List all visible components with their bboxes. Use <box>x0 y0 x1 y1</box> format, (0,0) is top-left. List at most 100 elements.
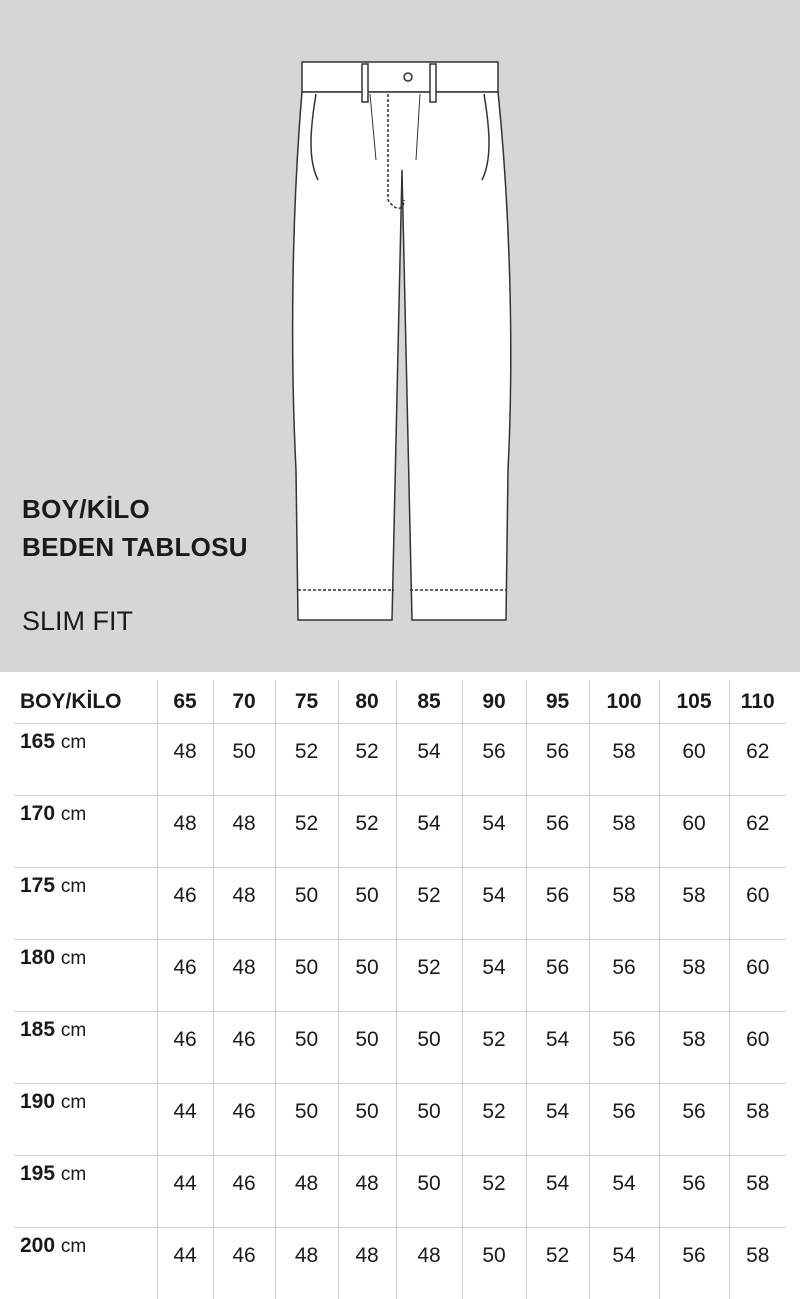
size-cell: 50 <box>275 940 338 1012</box>
size-cell: 60 <box>729 940 786 1012</box>
size-cell: 56 <box>659 1084 729 1156</box>
size-cell: 56 <box>526 796 589 868</box>
size-cell: 60 <box>729 868 786 940</box>
height-value: 185 <box>20 1018 55 1041</box>
size-cell: 48 <box>396 1228 462 1299</box>
size-cell: 54 <box>462 940 526 1012</box>
size-cell: 50 <box>396 1156 462 1228</box>
size-cell: 46 <box>157 868 213 940</box>
height-unit: cm <box>61 1236 86 1257</box>
corner-header: BOY/KİLO <box>14 680 157 724</box>
size-cell: 58 <box>589 724 659 796</box>
size-cell: 52 <box>338 724 396 796</box>
size-cell: 60 <box>729 1012 786 1084</box>
size-cell: 50 <box>338 1084 396 1156</box>
size-cell: 44 <box>157 1084 213 1156</box>
size-cell: 50 <box>396 1084 462 1156</box>
size-cell: 62 <box>729 796 786 868</box>
height-value: 195 <box>20 1162 55 1185</box>
size-cell: 52 <box>462 1156 526 1228</box>
size-cell: 56 <box>526 724 589 796</box>
size-cell: 46 <box>213 1156 275 1228</box>
size-cell: 58 <box>729 1228 786 1299</box>
size-cell: 48 <box>213 940 275 1012</box>
size-cell: 48 <box>275 1156 338 1228</box>
size-cell: 52 <box>462 1012 526 1084</box>
size-cell: 58 <box>589 796 659 868</box>
size-cell: 58 <box>659 940 729 1012</box>
weight-header: 100 <box>589 680 659 724</box>
size-cell: 48 <box>338 1228 396 1299</box>
size-cell: 56 <box>526 940 589 1012</box>
fit-label: SLIM FIT <box>22 606 133 637</box>
size-cell: 56 <box>589 1084 659 1156</box>
size-cell: 56 <box>659 1156 729 1228</box>
size-cell: 52 <box>275 724 338 796</box>
size-cell: 50 <box>275 1084 338 1156</box>
size-cell: 54 <box>589 1228 659 1299</box>
height-unit: cm <box>61 1020 86 1041</box>
weight-header: 65 <box>157 680 213 724</box>
size-cell: 54 <box>396 724 462 796</box>
weight-header: 85 <box>396 680 462 724</box>
size-cell: 46 <box>213 1228 275 1299</box>
size-cell: 48 <box>213 868 275 940</box>
height-label: 200 cm <box>14 1228 157 1299</box>
size-cell: 48 <box>275 1228 338 1299</box>
size-cell: 54 <box>462 868 526 940</box>
weight-header: 75 <box>275 680 338 724</box>
height-unit: cm <box>61 948 86 969</box>
size-cell: 56 <box>589 940 659 1012</box>
size-cell: 48 <box>338 1156 396 1228</box>
height-value: 200 <box>20 1234 55 1257</box>
weight-header: 80 <box>338 680 396 724</box>
title-line-1: BOY/KİLO <box>22 490 248 528</box>
size-cell: 44 <box>157 1156 213 1228</box>
size-cell: 50 <box>338 940 396 1012</box>
size-cell: 50 <box>462 1228 526 1299</box>
size-cell: 62 <box>729 724 786 796</box>
height-label: 170 cm <box>14 796 157 868</box>
height-unit: cm <box>61 1092 86 1113</box>
size-cell: 52 <box>396 868 462 940</box>
size-cell: 52 <box>526 1228 589 1299</box>
size-cell: 56 <box>526 868 589 940</box>
size-cell: 54 <box>462 796 526 868</box>
weight-header: 105 <box>659 680 729 724</box>
size-cell: 44 <box>157 1228 213 1299</box>
height-value: 180 <box>20 946 55 969</box>
title-line-2: BEDEN TABLOSU <box>22 528 248 566</box>
size-cell: 52 <box>275 796 338 868</box>
weight-header: 110 <box>729 680 786 724</box>
size-cell: 52 <box>462 1084 526 1156</box>
size-cell: 50 <box>396 1012 462 1084</box>
size-cell: 48 <box>157 724 213 796</box>
size-cell: 54 <box>396 796 462 868</box>
height-value: 175 <box>20 874 55 897</box>
size-cell: 46 <box>213 1084 275 1156</box>
page-title: BOY/KİLO BEDEN TABLOSU <box>22 490 248 566</box>
weight-header: 70 <box>213 680 275 724</box>
height-unit: cm <box>61 804 86 825</box>
size-cell: 60 <box>659 724 729 796</box>
size-cell: 54 <box>526 1156 589 1228</box>
size-cell: 54 <box>526 1084 589 1156</box>
height-label: 180 cm <box>14 940 157 1012</box>
size-cell: 54 <box>526 1012 589 1084</box>
height-value: 170 <box>20 802 55 825</box>
size-cell: 58 <box>729 1084 786 1156</box>
size-cell: 46 <box>157 1012 213 1084</box>
size-cell: 54 <box>589 1156 659 1228</box>
height-unit: cm <box>61 732 86 753</box>
size-cell: 56 <box>659 1228 729 1299</box>
size-cell: 58 <box>659 868 729 940</box>
